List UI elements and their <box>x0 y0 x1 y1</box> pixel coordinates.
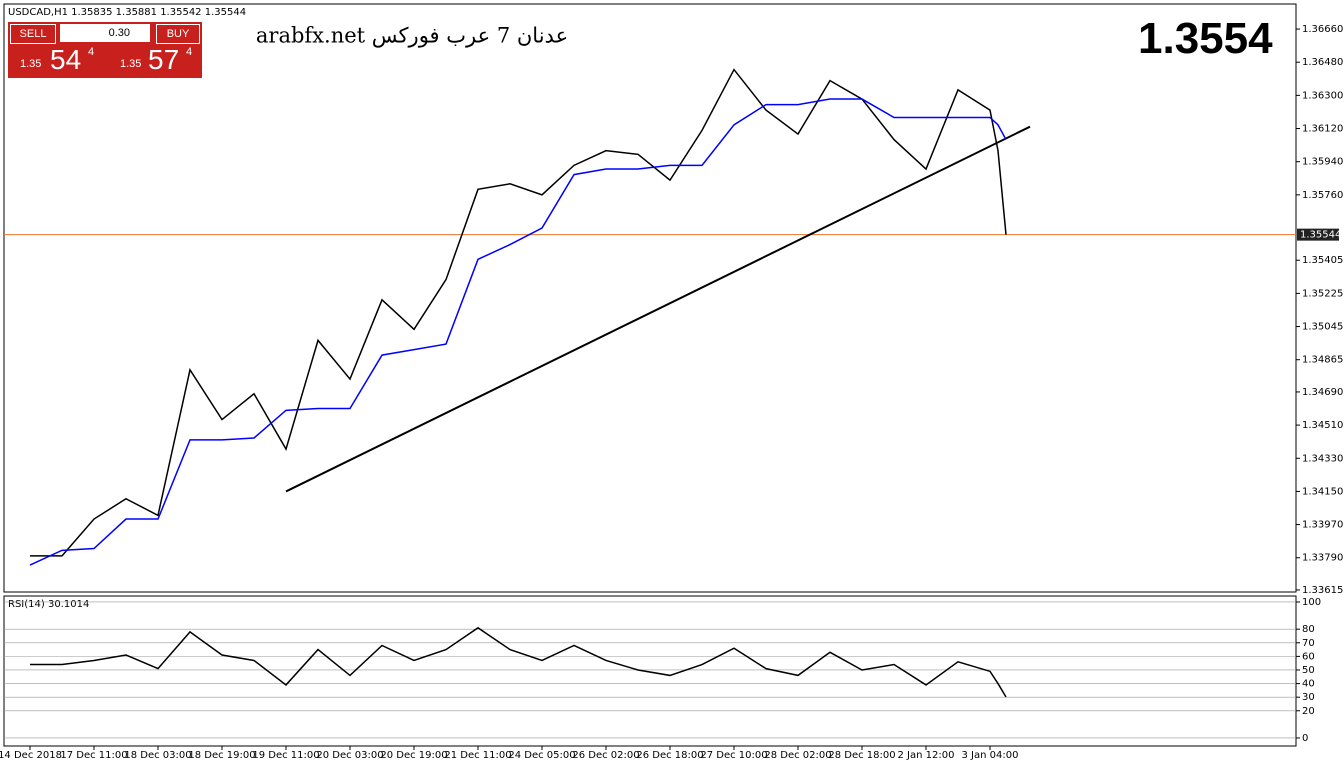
big-price: 1.3554 <box>1138 14 1273 63</box>
sell-prefix: 1.35 <box>20 58 42 70</box>
buy-sup: 4 <box>186 46 193 58</box>
x-tick-label: 17 Dec 11:00 <box>60 750 127 761</box>
y-tick-label: 1.34510 <box>1302 420 1343 431</box>
y-tick-label: 1.36300 <box>1302 90 1343 101</box>
buy-button[interactable]: BUY <box>156 24 200 44</box>
y-tick-label: 1.33790 <box>1302 553 1343 564</box>
x-tick-label: 26 Dec 18:00 <box>636 750 703 761</box>
y-tick-label: 1.34150 <box>1302 486 1343 497</box>
x-tick-label: 20 Dec 19:00 <box>380 750 447 761</box>
x-tick-label: 19 Dec 11:00 <box>252 750 319 761</box>
x-tick-label: 28 Dec 02:00 <box>764 750 831 761</box>
x-tick-label: 18 Dec 03:00 <box>124 750 191 761</box>
y-tick-label: 50 <box>1302 665 1315 676</box>
x-tick-label: 26 Dec 02:00 <box>572 750 639 761</box>
x-tick-label: 21 Dec 11:00 <box>444 750 511 761</box>
y-tick-label: 1.33615 <box>1302 585 1343 596</box>
y-tick-label: 1.33970 <box>1302 520 1343 531</box>
y-tick-label: 40 <box>1302 679 1315 690</box>
y-tick-label: 80 <box>1302 624 1315 635</box>
y-tick-label: 1.35940 <box>1302 157 1343 168</box>
watermark: arabfx.net عدنان 7 عرب فوركس <box>256 24 568 49</box>
sell-sup: 4 <box>88 46 95 58</box>
rsi-title: RSI(14) 30.1014 <box>8 599 89 610</box>
y-tick-label: 1.35045 <box>1302 322 1343 333</box>
y-tick-label: 20 <box>1302 706 1315 717</box>
y-tick-label: 1.36480 <box>1302 57 1343 68</box>
x-tick-label: 2 Jan 12:00 <box>898 750 955 761</box>
y-tick-label: 1.35760 <box>1302 190 1343 201</box>
trade-panel: SELL 0.30 BUY 1.35 54 4 1.35 57 4 <box>8 22 202 78</box>
y-tick-label: 1.35225 <box>1302 288 1343 299</box>
y-tick-label: 1.36120 <box>1302 124 1343 135</box>
x-tick-label: 28 Dec 18:00 <box>828 750 895 761</box>
x-tick-label: 20 Dec 03:00 <box>316 750 383 761</box>
rsi-panel-frame <box>3 595 1297 747</box>
y-tick-label: 1.34690 <box>1302 387 1343 398</box>
x-tick-label: 14 Dec 2018 <box>0 750 62 761</box>
series-line <box>29 98 1007 566</box>
y-tick-label: 1.34865 <box>1302 355 1343 366</box>
y-tick-label: 30 <box>1302 692 1315 703</box>
sell-main: 54 <box>50 44 82 75</box>
y-tick-label: 1.36660 <box>1302 24 1343 35</box>
x-tick-label: 3 Jan 04:00 <box>962 750 1019 761</box>
price-panel-frame <box>3 3 1297 593</box>
y-tick-label: 1.35405 <box>1302 255 1343 266</box>
current-price-box <box>1297 228 1339 241</box>
buy-prefix: 1.35 <box>120 58 142 70</box>
symbol-line: USDCAD,H1 1.35835 1.35881 1.35542 1.3554… <box>8 7 246 18</box>
lot-input[interactable]: 0.30 <box>60 24 150 42</box>
x-tick-label: 24 Dec 05:00 <box>508 750 575 761</box>
x-tick-label: 18 Dec 19:00 <box>188 750 255 761</box>
y-tick-label: 1.34330 <box>1302 453 1343 464</box>
current-price-label: 1.35544 <box>1300 230 1341 241</box>
y-tick-label: 0 <box>1302 733 1308 744</box>
buy-main: 57 <box>148 44 180 75</box>
y-tick-label: 70 <box>1302 638 1315 649</box>
series-line <box>30 626 1007 698</box>
sell-button[interactable]: SELL <box>10 24 56 44</box>
x-tick-label: 27 Dec 10:00 <box>700 750 767 761</box>
trendline <box>285 125 1031 493</box>
series-line <box>30 68 1007 557</box>
y-tick-label: 100 <box>1302 597 1321 608</box>
y-tick-label: 60 <box>1302 651 1315 662</box>
